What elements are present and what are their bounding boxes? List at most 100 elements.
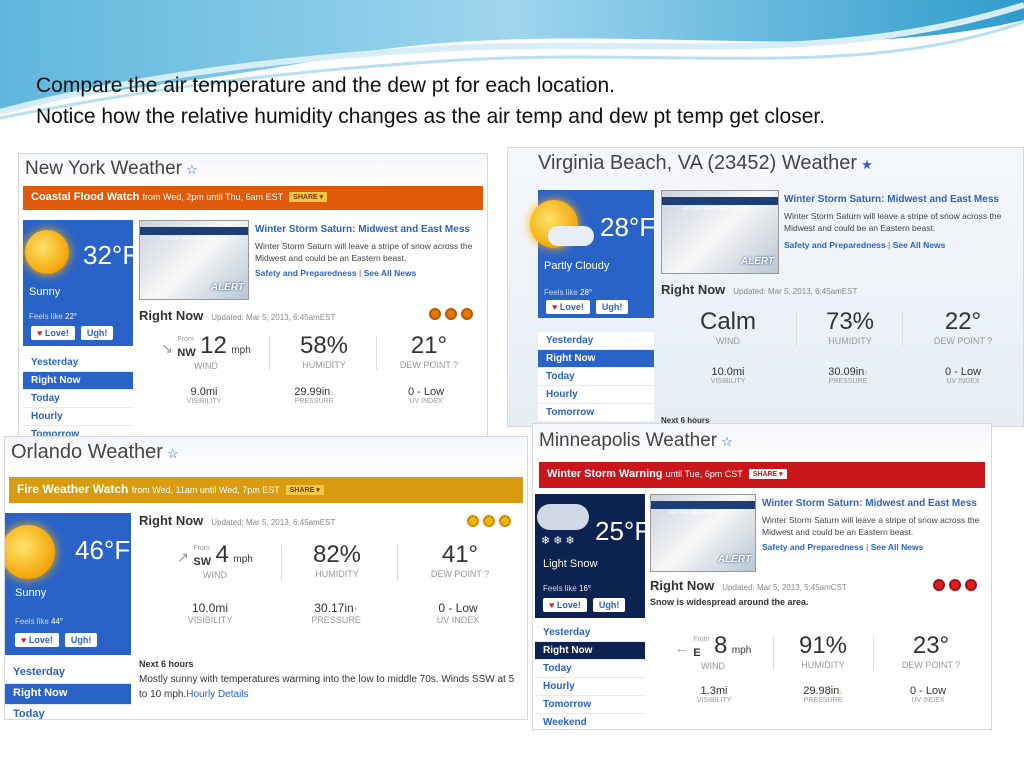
current-temperature: 46°F <box>75 535 131 565</box>
nav-yesterday[interactable]: Yesterday <box>535 624 645 642</box>
favorite-star-icon[interactable]: ☆ <box>186 162 198 177</box>
news-headline[interactable]: Winter Storm Saturn: Midwest and East Me… <box>762 498 977 509</box>
nav-hourly[interactable]: Hourly <box>538 386 654 404</box>
news-headline[interactable]: Winter Storm Saturn: Midwest and East Me… <box>784 194 999 205</box>
maps-icon[interactable] <box>965 579 977 591</box>
radar-icon[interactable] <box>483 515 495 527</box>
news-thumbnail[interactable]: WINTER WEATHER WATCH ALERT <box>139 220 249 300</box>
wind-direction: E <box>693 647 701 660</box>
wind-unit: mph <box>233 554 253 565</box>
news-headline[interactable]: Winter Storm Saturn: Midwest and East Me… <box>255 224 470 235</box>
favorite-star-icon[interactable]: ☆ <box>721 434 733 449</box>
nav-tomorrow[interactable]: Tomorrow <box>538 404 654 422</box>
hourly-details-link[interactable]: Hourly Details <box>186 689 249 700</box>
help-icon[interactable]: ? <box>955 660 961 670</box>
alert-title: Winter Storm Warning <box>547 468 663 480</box>
see-all-news-link[interactable]: See All News <box>892 240 946 250</box>
uv-label: UV INDEX <box>911 697 945 704</box>
visibility-stat: 1.3mi VISIBILITY <box>669 685 759 704</box>
nav-today[interactable]: Today <box>538 368 654 386</box>
favorite-star-icon[interactable]: ☆ <box>166 446 179 461</box>
new-york-weather-panel: New York Weather ☆ Coastal Flood Watch fr… <box>18 153 488 438</box>
safety-link[interactable]: Safety and Preparedness <box>762 542 864 552</box>
action-icons <box>933 579 977 591</box>
pressure-trend-icon: ↓ <box>330 390 334 397</box>
love-button-label: Love! <box>559 302 584 312</box>
nav-today[interactable]: Today <box>535 660 645 678</box>
nav-yesterday[interactable]: Yesterday <box>23 354 133 372</box>
share-button[interactable]: SHARE ▾ <box>285 484 324 495</box>
wind-direction-arrow-icon: ↗ <box>177 549 189 565</box>
nav-tomorrow[interactable]: Tomorrow <box>535 696 645 714</box>
maps-icon[interactable] <box>461 308 473 320</box>
radar-icon[interactable] <box>445 308 457 320</box>
news-thumbnail[interactable]: WINTER WEATHER WATCH ALERT <box>661 190 779 274</box>
video-icon[interactable] <box>429 308 441 320</box>
coastal-flood-alert[interactable]: Coastal Flood Watch from Wed, 2pm until … <box>23 186 483 210</box>
safety-link[interactable]: Safety and Preparedness <box>255 268 357 278</box>
maps-icon[interactable] <box>499 515 511 527</box>
help-icon[interactable]: ? <box>453 360 459 370</box>
nav-today[interactable]: Today <box>23 390 133 408</box>
humidity-stat: 82% HUMIDITY <box>287 541 387 579</box>
snow-cloud-icon <box>537 504 589 530</box>
panel-title: New York Weather ☆ <box>19 154 487 184</box>
favorite-star-icon[interactable]: ★ <box>861 157 873 172</box>
nav-right-now[interactable]: Right Now <box>23 372 133 390</box>
video-icon[interactable] <box>933 579 945 591</box>
wind-stat: ↗ From SW 4 mph WIND <box>155 541 275 580</box>
feels-like-label: Feels like <box>544 288 578 297</box>
decorative-wave-header <box>0 0 1024 120</box>
nav-tomorrow[interactable]: Tomorrow <box>23 426 133 437</box>
winter-storm-alert[interactable]: Winter Storm Warning until Tue, 6pm CST S… <box>539 462 985 488</box>
dewpoint-label-text: DEW POINT <box>430 569 482 579</box>
love-button[interactable]: ♥ Love! <box>546 300 590 314</box>
nav-right-now[interactable]: Right Now <box>538 350 654 368</box>
share-button[interactable]: SHARE ▾ <box>748 469 787 480</box>
nav-yesterday[interactable]: Yesterday <box>538 332 654 350</box>
fire-weather-alert[interactable]: Fire Weather Watch from Wed, 11am until … <box>9 477 523 503</box>
share-button[interactable]: SHARE ▾ <box>289 192 328 203</box>
ugh-button[interactable]: Ugh! <box>592 598 626 612</box>
help-icon[interactable]: ? <box>484 569 490 579</box>
love-button[interactable]: ♥ Love! <box>31 326 75 340</box>
news-widget: WINTER WEATHER WATCH ALERT Winter Storm … <box>650 494 990 574</box>
nav-yesterday[interactable]: Yesterday <box>5 663 131 684</box>
nav-hourly[interactable]: Hourly <box>535 678 645 696</box>
ugh-button[interactable]: Ugh! <box>80 326 114 340</box>
video-icon[interactable] <box>467 515 479 527</box>
current-conditions-card: ❄❄❄ 25°F Light Snow Feels like 16° ♥ Lov… <box>535 494 650 618</box>
thumbnail-label: WINTER WEATHER WATCH <box>669 510 734 516</box>
pressure-reading: 29.99in↓ <box>269 386 359 398</box>
news-summary: Winter Storm Saturn will leave a stripe … <box>762 515 980 537</box>
heart-icon: ♥ <box>552 302 558 312</box>
news-widget: WINTER WEATHER WATCH ALERT Winter Storm … <box>661 190 1021 274</box>
radar-icon[interactable] <box>949 579 961 591</box>
see-all-news-link[interactable]: See All News <box>363 268 417 278</box>
feels-like-value: 22° <box>65 312 78 321</box>
pressure-stat: 29.99in↓ PRESSURE <box>269 386 359 405</box>
nav-right-now[interactable]: Right Now <box>535 642 645 660</box>
news-links: Safety and Preparedness | See All News <box>762 542 923 552</box>
uv-value: 0 - Low <box>438 601 478 615</box>
minneapolis-weather-panel: Minneapolis Weather ☆ Winter Storm Warnin… <box>532 423 992 730</box>
snowflake-icon: ❄❄❄ <box>541 535 578 547</box>
news-thumbnail[interactable]: WINTER WEATHER WATCH ALERT <box>650 494 756 572</box>
ugh-button[interactable]: Ugh! <box>64 633 98 647</box>
link-separator: | <box>887 240 891 250</box>
safety-link[interactable]: Safety and Preparedness <box>784 240 886 250</box>
nav-weekend[interactable]: Weekend <box>535 714 645 729</box>
divider <box>376 336 377 370</box>
pressure-stat: 29.98in↓ PRESSURE <box>778 685 868 704</box>
ugh-button[interactable]: Ugh! <box>595 300 629 314</box>
nav-hourly[interactable]: Hourly <box>23 408 133 426</box>
help-icon[interactable]: ? <box>987 336 993 346</box>
nav-today[interactable]: Today <box>5 705 131 719</box>
visibility-value: 10.0mi <box>711 366 745 378</box>
love-button[interactable]: ♥ Love! <box>15 633 59 647</box>
reaction-buttons: ♥ Love! Ugh! <box>31 326 114 340</box>
see-all-news-link[interactable]: See All News <box>870 542 924 552</box>
love-button[interactable]: ♥ Love! <box>543 598 587 612</box>
nav-right-now[interactable]: Right Now <box>5 684 131 705</box>
cloud-shape <box>548 226 594 246</box>
